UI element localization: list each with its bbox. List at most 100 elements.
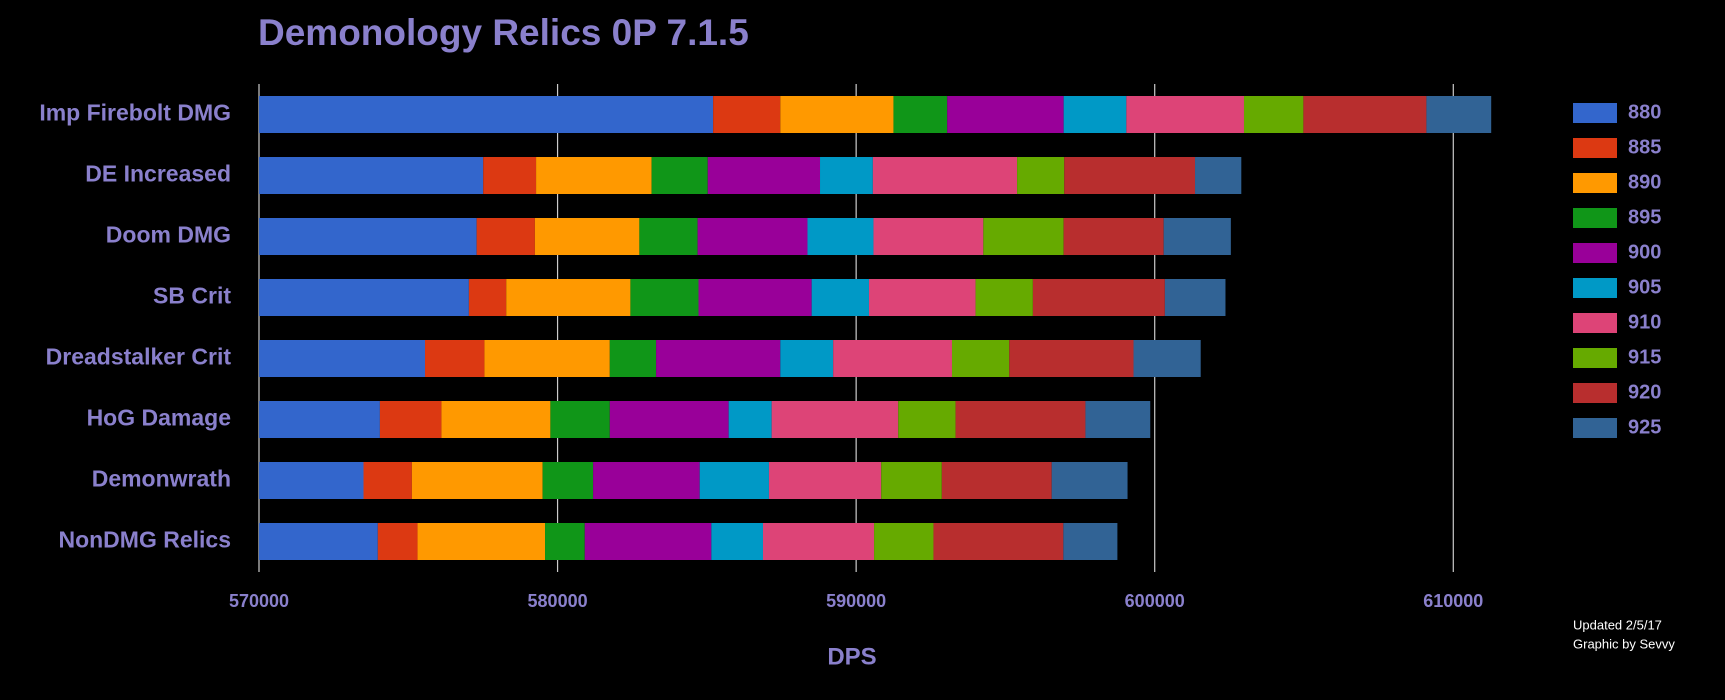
bar-segment <box>811 279 869 316</box>
bar-segment <box>259 96 714 133</box>
bar-segment <box>1032 279 1165 316</box>
bar-segment <box>259 218 477 255</box>
bar-segment <box>873 218 984 255</box>
bar-segment <box>609 401 729 438</box>
bar-segment <box>630 279 699 316</box>
bar-segment <box>484 340 610 377</box>
legend-label: 880 <box>1628 101 1661 123</box>
x-tick-label: 590000 <box>826 591 886 611</box>
bar-segment <box>1126 96 1244 133</box>
bar-segment <box>363 462 412 499</box>
bar-segment <box>379 401 442 438</box>
bar-segment <box>468 279 507 316</box>
bar-segment <box>807 218 874 255</box>
bar-segment <box>898 401 956 438</box>
bar-segment <box>536 157 652 194</box>
x-axis-label: DPS <box>827 643 876 670</box>
bar-segment <box>1303 96 1427 133</box>
y-tick-label: SB Crit <box>153 283 231 309</box>
bar-segment <box>941 462 1052 499</box>
x-tick-label: 600000 <box>1125 591 1185 611</box>
bar-segment <box>955 401 1086 438</box>
legend-label: 895 <box>1628 206 1661 228</box>
bar-segment <box>780 340 834 377</box>
bar-segment <box>545 523 585 560</box>
bar-segment <box>550 401 610 438</box>
bar-segment <box>1063 523 1118 560</box>
x-tick-label: 570000 <box>229 591 289 611</box>
chart-title: Demonology Relics 0P 7.1.5 <box>258 12 749 53</box>
legend-swatch <box>1573 173 1617 193</box>
y-tick-label: Demonwrath <box>92 466 231 492</box>
bar-segment <box>259 523 378 560</box>
bar-segment <box>651 157 708 194</box>
bar-segment <box>1426 96 1492 133</box>
bar-segment <box>506 279 631 316</box>
bar-segment <box>728 401 772 438</box>
legend-swatch <box>1573 418 1617 438</box>
legend-swatch <box>1573 383 1617 403</box>
bar-segment <box>1051 462 1128 499</box>
bar-segment <box>483 157 537 194</box>
legend-label: 900 <box>1628 241 1661 263</box>
bar-segment <box>259 157 484 194</box>
bar-segment <box>713 96 781 133</box>
bar-segment <box>441 401 551 438</box>
bar-segment <box>697 218 808 255</box>
y-tick-label: Imp Firebolt DMG <box>39 100 231 126</box>
legend-label: 910 <box>1628 311 1661 333</box>
bar-segment <box>1064 157 1196 194</box>
x-tick-label: 580000 <box>528 591 588 611</box>
bar-segment <box>1063 96 1127 133</box>
bar-segment <box>820 157 873 194</box>
bar-segment <box>1195 157 1242 194</box>
legend-label: 890 <box>1628 171 1661 193</box>
bar-segment <box>259 279 469 316</box>
y-tick-label: NonDMG Relics <box>58 527 231 553</box>
bar-segment <box>881 462 942 499</box>
legend-label: 885 <box>1628 136 1661 158</box>
bar-segment <box>1063 218 1164 255</box>
legend-label: 915 <box>1628 346 1661 368</box>
bar-segment <box>1163 218 1231 255</box>
bar-segment <box>1164 279 1226 316</box>
bar-segment <box>771 401 899 438</box>
bar-segment <box>656 340 781 377</box>
bar-segment <box>1009 340 1134 377</box>
legend-label: 925 <box>1628 416 1661 438</box>
bar-segment <box>411 462 543 499</box>
bar-segment <box>259 401 380 438</box>
bar-segment <box>707 157 821 194</box>
bar-segment <box>983 218 1064 255</box>
bar-segment <box>780 96 894 133</box>
legend-swatch <box>1573 278 1617 298</box>
bar-segment <box>872 157 1018 194</box>
bar-segment <box>609 340 657 377</box>
legend-swatch <box>1573 208 1617 228</box>
bar-segment <box>259 462 364 499</box>
y-tick-label: Doom DMG <box>106 222 231 248</box>
bar-segment <box>377 523 418 560</box>
bar-segment <box>711 523 763 560</box>
x-tick-label: 610000 <box>1423 591 1483 611</box>
bar-segment <box>1243 96 1304 133</box>
legend-swatch <box>1573 138 1617 158</box>
bar-segment <box>933 523 1064 560</box>
bar-segment <box>417 523 546 560</box>
legend-swatch <box>1573 313 1617 333</box>
bar-segment <box>476 218 535 255</box>
note: Updated 2/5/17 <box>1573 617 1662 632</box>
bar-segment <box>768 462 882 499</box>
legend-label: 920 <box>1628 381 1661 403</box>
bar-segment <box>893 96 948 133</box>
bar-segment <box>1017 157 1065 194</box>
bar-segment <box>833 340 952 377</box>
bar-segment <box>639 218 698 255</box>
bar-segment <box>698 279 812 316</box>
bar-segment <box>951 340 1010 377</box>
bar-segment <box>593 462 700 499</box>
bar-segment <box>1085 401 1151 438</box>
bar-segment <box>1133 340 1201 377</box>
bar-segment <box>762 523 875 560</box>
